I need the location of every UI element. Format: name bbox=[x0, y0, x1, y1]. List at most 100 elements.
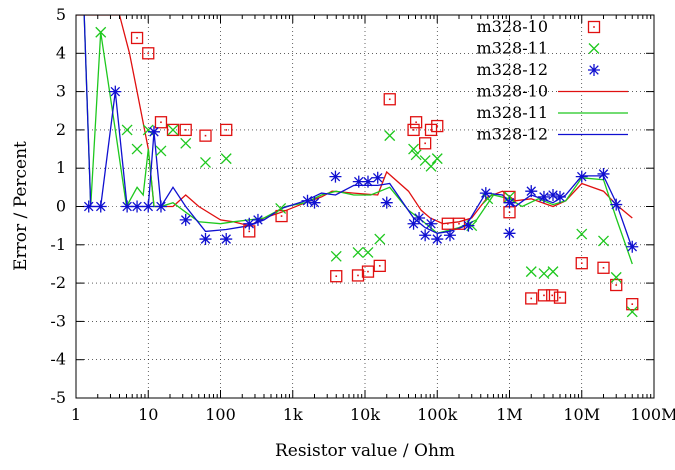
marker-star bbox=[443, 229, 456, 242]
marker-star bbox=[413, 211, 426, 224]
data-point-m328-11 bbox=[598, 235, 609, 247]
data-point-m328-11 bbox=[610, 271, 622, 283]
legend-label: m328-12 bbox=[477, 125, 548, 144]
marker-x bbox=[167, 124, 179, 136]
data-point-m328-12 bbox=[121, 200, 134, 213]
data-point-m328-12 bbox=[371, 171, 384, 184]
marker-dot bbox=[436, 125, 439, 127]
marker-dot bbox=[160, 121, 162, 124]
marker-x bbox=[408, 143, 420, 155]
data-point-m328-12 bbox=[425, 217, 438, 230]
data-point-m328-11 bbox=[408, 143, 420, 155]
marker-square bbox=[220, 123, 233, 137]
data-point-m328-12 bbox=[301, 194, 314, 207]
marker-dot bbox=[615, 284, 618, 286]
marker-dot bbox=[543, 294, 545, 297]
data-point-m328-10 bbox=[275, 209, 288, 223]
data-point-m328-10 bbox=[330, 270, 343, 283]
data-point-m328-12 bbox=[462, 219, 475, 232]
marker-x bbox=[374, 233, 386, 245]
marker-star bbox=[220, 233, 233, 246]
marker-star bbox=[479, 187, 492, 200]
legend-marker bbox=[588, 43, 600, 54]
data-point-m328-12 bbox=[179, 213, 192, 226]
marker-square bbox=[525, 292, 538, 305]
marker-dot bbox=[204, 134, 207, 137]
marker-dot bbox=[447, 222, 449, 225]
marker-dot bbox=[580, 262, 583, 264]
marker-star bbox=[575, 170, 588, 183]
data-point-m328-10 bbox=[351, 269, 365, 282]
data-point-m328-12 bbox=[220, 233, 233, 246]
data-point-m328-12 bbox=[419, 229, 432, 242]
marker-x bbox=[384, 130, 396, 142]
data-point-m328-11 bbox=[121, 124, 133, 136]
marker-square bbox=[166, 123, 180, 137]
marker-star bbox=[503, 196, 516, 209]
data-point-m328-10 bbox=[610, 278, 623, 292]
marker-x bbox=[525, 266, 537, 278]
marker-x bbox=[330, 250, 342, 262]
data-point-m328-12 bbox=[251, 213, 264, 226]
marker-square bbox=[154, 116, 168, 129]
data-point-m328-11 bbox=[482, 193, 494, 205]
marker-square bbox=[587, 20, 601, 34]
marker-star bbox=[154, 200, 167, 213]
data-point-m328-11 bbox=[95, 26, 107, 38]
marker-dot bbox=[415, 121, 417, 124]
data-point-m328-10 bbox=[409, 116, 423, 129]
marker-square bbox=[361, 265, 375, 278]
marker-x bbox=[95, 26, 107, 38]
data-point-m328-10 bbox=[130, 31, 144, 45]
data-point-m328-11 bbox=[410, 149, 422, 161]
data-point-m328-12 bbox=[142, 200, 155, 213]
marker-x bbox=[431, 153, 443, 165]
data-point-m328-12 bbox=[525, 185, 538, 198]
marker-dot bbox=[559, 296, 561, 299]
series-line-m328-11 bbox=[83, 15, 633, 265]
marker-star bbox=[525, 185, 538, 198]
marker-star bbox=[94, 200, 107, 213]
data-point-m328-12 bbox=[380, 196, 393, 209]
marker-square bbox=[537, 289, 551, 302]
data-point-m328-12 bbox=[537, 190, 550, 203]
marker-square bbox=[383, 93, 396, 106]
y-tick-label: 1 bbox=[56, 158, 66, 177]
data-point-m328-12 bbox=[199, 233, 212, 246]
y-tick-label: -1 bbox=[50, 235, 66, 254]
legend: m328-10 m328-11 m328-12 m328-10 m328-11 m328-… bbox=[477, 17, 628, 144]
data-point-m328-12 bbox=[361, 175, 374, 188]
marker-star bbox=[588, 64, 600, 76]
data-point-m328-11 bbox=[352, 247, 364, 258]
marker-star bbox=[431, 233, 444, 246]
marker-x bbox=[610, 271, 622, 283]
marker-star bbox=[121, 200, 134, 213]
marker-dot bbox=[530, 297, 533, 300]
legend-label: m328-11 bbox=[477, 103, 548, 122]
marker-square bbox=[626, 298, 639, 311]
marker-dot bbox=[424, 142, 426, 145]
data-point-m328-12 bbox=[503, 227, 516, 240]
data-point-m328-11 bbox=[431, 153, 443, 165]
marker-x bbox=[482, 193, 494, 205]
marker-square bbox=[546, 289, 559, 302]
data-point-m328-10 bbox=[431, 119, 444, 133]
marker-star bbox=[361, 175, 374, 188]
data-point-m328-10 bbox=[361, 265, 375, 278]
data-point-m328-12 bbox=[575, 170, 588, 183]
data-point-m328-11 bbox=[576, 228, 588, 240]
x-tick-label: 1M bbox=[496, 405, 523, 424]
x-tick-label: 100 bbox=[205, 405, 236, 424]
marker-star bbox=[597, 167, 610, 180]
marker-dot bbox=[248, 230, 251, 233]
x-tick-label: 10M bbox=[563, 405, 600, 424]
data-point-m328-11 bbox=[180, 137, 192, 149]
data-point-m328-10 bbox=[537, 289, 551, 302]
marker-dot bbox=[335, 275, 338, 278]
marker-square bbox=[575, 257, 588, 270]
y-tick-label: 2 bbox=[56, 120, 66, 139]
marker-star bbox=[610, 198, 623, 211]
marker-dot bbox=[508, 211, 511, 214]
marker-square bbox=[130, 31, 144, 45]
marker-star bbox=[425, 217, 438, 230]
